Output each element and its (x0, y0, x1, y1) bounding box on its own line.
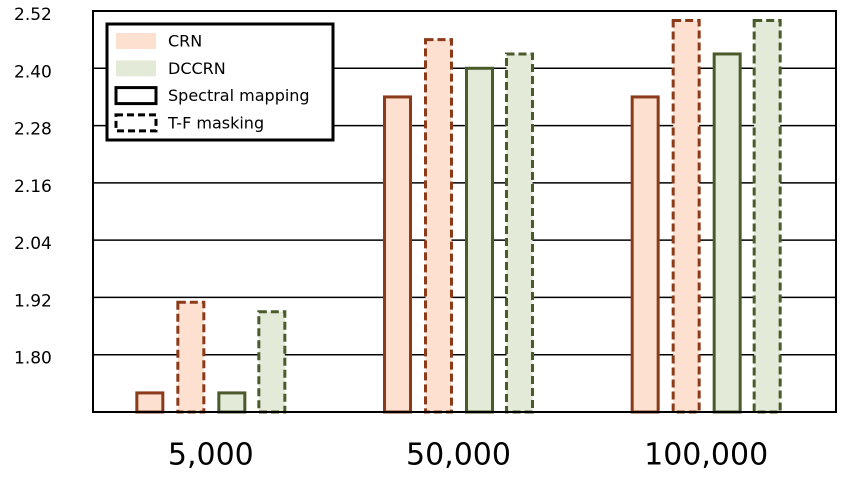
y-tick-label: 2.52 (14, 5, 52, 25)
y-tick-label: 2.16 (14, 177, 52, 197)
bar (505, 52, 534, 414)
bar (424, 38, 453, 414)
bar (135, 391, 165, 414)
y-tick-label: 2.28 (14, 120, 52, 140)
legend-label: DCCRN (168, 59, 226, 78)
y-tick-label: 1.92 (14, 291, 52, 311)
legend-swatch (114, 113, 158, 133)
legend-label: T-F masking (167, 113, 264, 132)
bar (217, 391, 247, 414)
bar (752, 19, 782, 414)
bar (383, 95, 412, 414)
y-tick-label: 2.40 (14, 62, 52, 82)
bar (176, 300, 206, 414)
x-tick-label: 5,000 (168, 438, 254, 473)
bar (630, 95, 660, 414)
plot-frame (92, 10, 837, 413)
x-tick-label: 50,000 (406, 438, 511, 473)
legend-label: Spectral mapping (168, 86, 310, 105)
legend-label: CRN (168, 32, 202, 51)
legend-swatch (114, 86, 158, 106)
bar (671, 19, 701, 414)
bar (465, 66, 494, 414)
x-tick-label: 100,000 (644, 438, 768, 473)
legend-swatch (116, 60, 156, 77)
bar (257, 310, 287, 414)
y-tick-label: 2.04 (14, 234, 52, 254)
y-tick-label: 1.80 (14, 349, 52, 369)
bar (712, 52, 742, 414)
legend-swatch (116, 33, 156, 49)
